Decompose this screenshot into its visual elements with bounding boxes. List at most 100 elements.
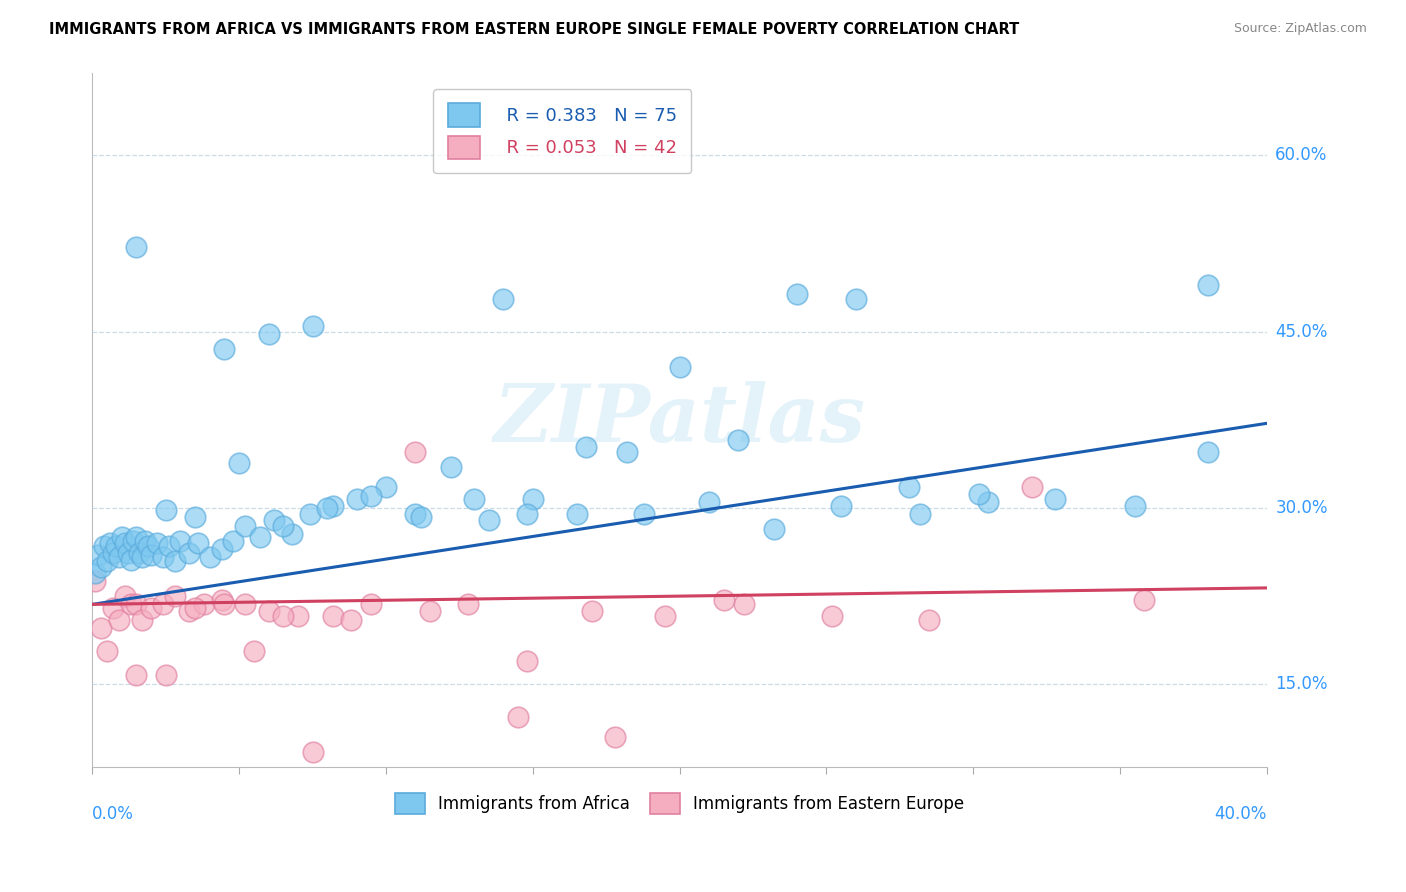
Point xyxy=(184,510,207,524)
Point xyxy=(1045,491,1067,506)
Point xyxy=(516,507,538,521)
Point xyxy=(131,550,153,565)
Point xyxy=(104,539,127,553)
Point xyxy=(967,487,990,501)
Text: 60.0%: 60.0% xyxy=(1275,146,1327,164)
Point xyxy=(101,600,124,615)
Point xyxy=(281,526,304,541)
Point xyxy=(1123,499,1146,513)
Point xyxy=(157,539,180,553)
Point xyxy=(1021,480,1043,494)
Point xyxy=(120,552,142,566)
Point xyxy=(301,318,323,333)
Text: Source: ZipAtlas.com: Source: ZipAtlas.com xyxy=(1233,22,1367,36)
Point xyxy=(179,546,201,560)
Point xyxy=(411,510,433,524)
Point xyxy=(977,495,1000,509)
Point xyxy=(131,613,153,627)
Point xyxy=(360,598,382,612)
Point xyxy=(697,495,720,509)
Text: ZIPatlas: ZIPatlas xyxy=(494,381,866,458)
Point xyxy=(478,513,501,527)
Point xyxy=(155,668,177,682)
Point xyxy=(114,536,136,550)
Point xyxy=(1197,277,1219,292)
Point xyxy=(897,480,920,494)
Point xyxy=(163,554,186,568)
Point xyxy=(301,746,323,760)
Point xyxy=(918,613,941,627)
Legend: Immigrants from Africa, Immigrants from Eastern Europe: Immigrants from Africa, Immigrants from … xyxy=(388,786,972,821)
Point xyxy=(152,598,174,612)
Point xyxy=(565,507,588,521)
Point xyxy=(125,530,148,544)
Point xyxy=(125,668,148,682)
Point xyxy=(439,459,461,474)
Point xyxy=(128,546,150,560)
Point xyxy=(114,589,136,603)
Point xyxy=(107,550,129,565)
Point xyxy=(339,613,361,627)
Point xyxy=(155,503,177,517)
Point xyxy=(316,500,339,515)
Point xyxy=(727,433,749,447)
Point xyxy=(169,533,191,548)
Point xyxy=(93,539,115,553)
Point xyxy=(146,536,169,550)
Point xyxy=(522,491,544,506)
Point xyxy=(786,287,808,301)
Point xyxy=(463,491,485,506)
Point xyxy=(117,546,139,560)
Point xyxy=(211,542,233,557)
Point xyxy=(1132,592,1154,607)
Point xyxy=(821,609,844,624)
Point xyxy=(375,480,398,494)
Point xyxy=(516,654,538,668)
Point xyxy=(233,598,256,612)
Point xyxy=(101,546,124,560)
Point xyxy=(187,536,209,550)
Point xyxy=(125,598,148,612)
Point xyxy=(575,440,598,454)
Point xyxy=(193,598,215,612)
Point xyxy=(139,600,162,615)
Point xyxy=(263,513,285,527)
Point xyxy=(404,444,426,458)
Point xyxy=(214,343,236,357)
Point xyxy=(346,491,368,506)
Point xyxy=(298,507,321,521)
Point xyxy=(668,359,690,374)
Point xyxy=(249,530,271,544)
Point xyxy=(111,530,134,544)
Point xyxy=(125,240,148,254)
Point xyxy=(845,292,868,306)
Point xyxy=(228,456,250,470)
Point xyxy=(581,604,603,618)
Point xyxy=(96,644,118,658)
Point xyxy=(243,644,266,658)
Point xyxy=(492,292,515,306)
Point xyxy=(120,598,142,612)
Point xyxy=(96,554,118,568)
Point xyxy=(233,518,256,533)
Point xyxy=(152,550,174,565)
Point xyxy=(98,536,121,550)
Point xyxy=(322,609,344,624)
Point xyxy=(506,710,529,724)
Point xyxy=(457,598,479,612)
Point xyxy=(360,489,382,503)
Point xyxy=(214,598,236,612)
Text: 0.0%: 0.0% xyxy=(93,805,134,823)
Text: IMMIGRANTS FROM AFRICA VS IMMIGRANTS FROM EASTERN EUROPE SINGLE FEMALE POVERTY C: IMMIGRANTS FROM AFRICA VS IMMIGRANTS FRO… xyxy=(49,22,1019,37)
Point xyxy=(633,507,655,521)
Text: 40.0%: 40.0% xyxy=(1215,805,1267,823)
Point xyxy=(271,518,294,533)
Point xyxy=(603,730,626,744)
Point xyxy=(287,609,309,624)
Point xyxy=(198,550,221,565)
Point xyxy=(733,598,755,612)
Point xyxy=(84,566,107,580)
Point xyxy=(271,609,294,624)
Point xyxy=(211,592,233,607)
Point xyxy=(654,609,676,624)
